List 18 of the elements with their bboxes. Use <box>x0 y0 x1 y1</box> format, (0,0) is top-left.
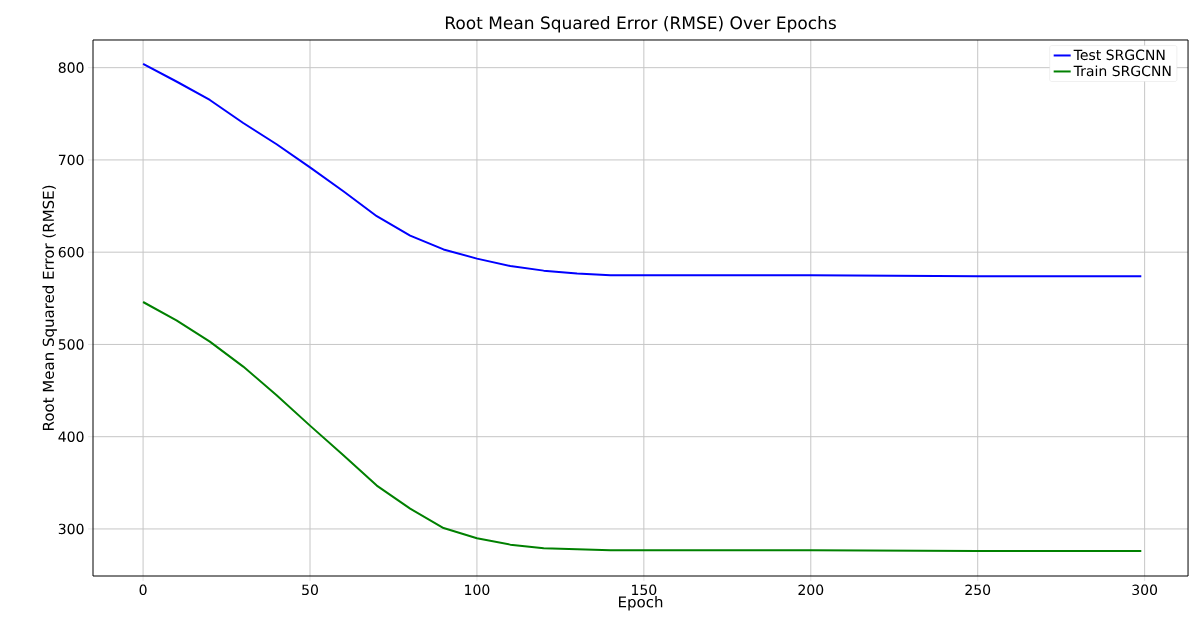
x-tick-label: 150 <box>632 584 657 596</box>
x-tick-label: 200 <box>798 584 824 596</box>
x-tick-label: 100 <box>465 584 490 596</box>
y-tick-label: 400 <box>58 431 84 442</box>
y-tick-label: 500 <box>58 339 84 350</box>
y-tick-label: 300 <box>58 523 84 535</box>
y-tick-label: 800 <box>58 62 84 73</box>
x-tick-label: 250 <box>965 584 991 596</box>
x-axis-title: Epoch <box>619 595 663 611</box>
chart-title: Root Mean Squared Error (RMSE) Over Epochs <box>445 16 836 33</box>
legend-label: Test SRGCNN <box>1073 49 1165 61</box>
x-tick-label: 300 <box>1132 584 1158 596</box>
y-tick-label: 600 <box>58 246 84 258</box>
x-tick-label: 50 <box>302 584 318 596</box>
y-axis-title: Root Mean Squared Error (RMSE) <box>42 185 57 430</box>
x-tick-label: 0 <box>139 584 147 596</box>
y-tick-label: 700 <box>58 154 84 166</box>
legend-label: Train SRGCNN <box>1073 65 1171 77</box>
